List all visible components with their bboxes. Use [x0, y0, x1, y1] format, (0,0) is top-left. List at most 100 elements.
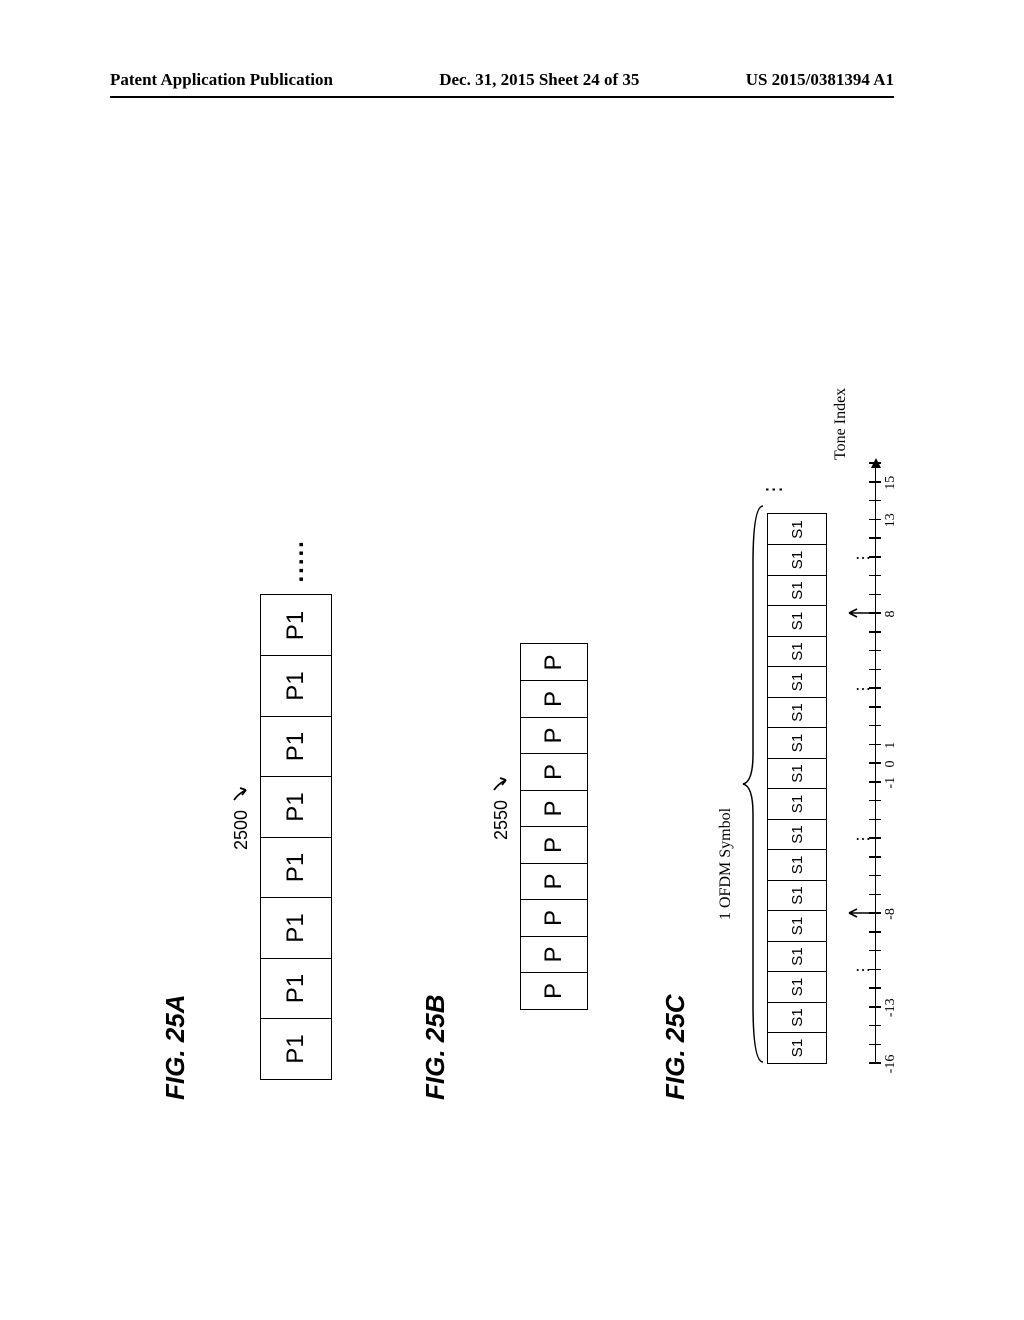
arrow-up-icon: [847, 907, 876, 919]
p1-cell: P1: [260, 655, 332, 717]
axis-tick: [869, 500, 881, 502]
axis-tick: [869, 631, 881, 633]
s1-cell: S1: [767, 819, 827, 851]
header-center: Dec. 31, 2015 Sheet 24 of 35: [439, 70, 639, 90]
fig-25c-row: S1 S1 S1 S1 S1 S1 S1 S1 S1 S1 S1 S1 S1 S…: [767, 280, 827, 1064]
p1-cell: P1: [260, 1018, 332, 1080]
axis-line: [875, 464, 876, 1064]
p-cell: P: [520, 826, 588, 864]
axis-tick: [869, 856, 881, 858]
s1-cell: S1: [767, 636, 827, 668]
axis-tick: [869, 988, 881, 990]
fig-25a-ref-num: 2500: [231, 810, 252, 850]
s1-cell: S1: [767, 880, 827, 912]
s1-cell: S1: [767, 697, 827, 729]
axis-tick: [869, 538, 881, 540]
ofdm-brace: [739, 504, 767, 1064]
fig-25b: FIG. 25B 2550 P P P P P P P P P P: [420, 500, 588, 1100]
arrow-right-icon: [869, 412, 888, 468]
axis-tick-label: -8: [883, 908, 899, 920]
s1-cell: S1: [767, 666, 827, 698]
p-cell: P: [520, 644, 588, 682]
axis-dots: ⋯: [855, 548, 871, 568]
axis-tick: [869, 1006, 881, 1008]
p1-cell: P1: [260, 776, 332, 838]
fig-25b-label: FIG. 25B: [420, 500, 451, 1100]
header-rule: [110, 96, 894, 98]
p-cell: P: [520, 680, 588, 718]
axis-tick: [869, 781, 881, 783]
tone-index-label: Tone Index: [832, 388, 850, 460]
axis-tick: [869, 594, 881, 596]
p1-cell: P1: [260, 595, 332, 657]
page-header: Patent Application Publication Dec. 31, …: [110, 70, 894, 90]
axis-tick: [869, 481, 881, 483]
p-cell: P: [520, 717, 588, 755]
axis-tick-label: 1: [883, 742, 899, 749]
axis-tick: [869, 763, 881, 765]
axis-tick: [869, 931, 881, 933]
s1-cell: S1: [767, 758, 827, 790]
s1-cell: S1: [767, 575, 827, 607]
axis-tick: [869, 575, 881, 577]
axis-tick: [869, 950, 881, 952]
fig-25a-label: FIG. 25A: [160, 340, 191, 1100]
axis-tick: [869, 894, 881, 896]
fig-25c: FIG. 25C 1 OFDM Symbol S1 S1 S1 S1 S1 S1…: [660, 280, 907, 1100]
p1-cell: P1: [260, 958, 332, 1020]
s1-cell: S1: [767, 849, 827, 881]
axis-tick-label: 0: [883, 761, 899, 768]
ofdm-symbol-label: 1 OFDM Symbol: [717, 280, 735, 920]
fig-25b-ref: 2550: [491, 500, 512, 840]
s1-cell: S1: [767, 605, 827, 637]
s1-cell: S1: [767, 544, 827, 576]
axis-tick: [869, 875, 881, 877]
fig-25a-ref: 2500: [231, 340, 252, 850]
p1-cell: P1: [260, 897, 332, 959]
p-cell: P: [520, 936, 588, 974]
down-arrow-icon: [492, 768, 512, 794]
axis-dots: ⋯: [855, 960, 871, 980]
arrow-up-icon: [847, 607, 876, 619]
p-cell: P: [520, 753, 588, 791]
s1-cell: S1: [767, 788, 827, 820]
axis-tick-label: -13: [883, 998, 899, 1017]
trailing-dots: .....: [282, 539, 310, 594]
axis-tick: [869, 706, 881, 708]
axis-tick: [869, 800, 881, 802]
p1-cell: P1: [260, 837, 332, 899]
axis-tick: [869, 463, 881, 465]
axis-tick-label: -16: [883, 1055, 899, 1074]
p-cell: P: [520, 899, 588, 937]
p-cell: P: [520, 790, 588, 828]
axis-tick: [869, 650, 881, 652]
fig-25c-label: FIG. 25C: [660, 280, 691, 1100]
s1-cell: S1: [767, 1032, 827, 1064]
s1-cell: S1: [767, 1002, 827, 1034]
fig-25b-ref-num: 2550: [491, 800, 512, 840]
tone-index-axis: -16-13-8-10181315⋯⋯⋯⋯: [857, 384, 907, 1064]
fig-25b-row: P P P P P P P P P P: [520, 500, 588, 1010]
header-left: Patent Application Publication: [110, 70, 333, 90]
fig-25a-row: P1 P1 P1 P1 P1 P1 P1 P1 .....: [260, 340, 332, 1080]
axis-tick-label: 13: [883, 513, 899, 527]
s1-cell: S1: [767, 971, 827, 1003]
axis-dots: ⋯: [855, 829, 871, 849]
trailing-dots-vertical: ⋮: [761, 480, 827, 514]
axis-tick-label: 15: [883, 476, 899, 490]
header-right: US 2015/0381394 A1: [746, 70, 894, 90]
down-arrow-icon: [232, 778, 252, 804]
s1-cell: S1: [767, 727, 827, 759]
p-cell: P: [520, 972, 588, 1010]
s1-cell: S1: [767, 514, 827, 546]
axis-tick: [869, 744, 881, 746]
axis-tick: [869, 1025, 881, 1027]
curly-brace-icon: [739, 504, 765, 1064]
figure-rotated-canvas: FIG. 25A 2500 P1 P1 P1 P1 P1 P1 P1 P1 ..…: [20, 340, 1020, 980]
axis-tick: [869, 669, 881, 671]
axis-tick: [869, 519, 881, 521]
p1-cell: P1: [260, 716, 332, 778]
p-cell: P: [520, 863, 588, 901]
fig-25a: FIG. 25A 2500 P1 P1 P1 P1 P1 P1 P1 P1 ..…: [160, 340, 332, 1100]
axis-tick: [869, 1044, 881, 1046]
